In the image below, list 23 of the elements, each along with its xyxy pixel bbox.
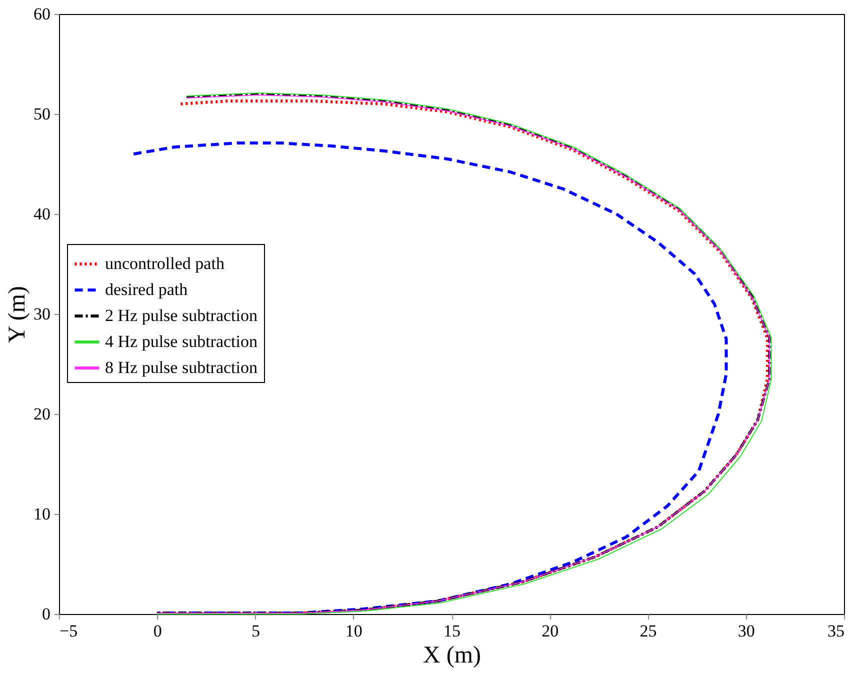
x-tick-label: −5 (60, 622, 78, 640)
legend-label: desired path (105, 280, 188, 299)
x-tick-label: 15 (444, 622, 460, 640)
y-tick-label: 10 (34, 504, 50, 524)
x-tick-label: 10 (345, 622, 362, 640)
x-tick-label: 5 (252, 622, 260, 640)
y-tick-label: 40 (34, 204, 50, 224)
y-tick-label: 0 (42, 604, 50, 624)
y-tick-label: 50 (34, 104, 50, 124)
y-axis-title: Y (m) (4, 286, 30, 344)
legend-label: uncontrolled path (105, 254, 225, 273)
x-tick-label: 35 (828, 622, 844, 640)
x-axis-title: X (m) (423, 642, 481, 668)
y-tick-label: 60 (34, 4, 50, 24)
legend-label: 4 Hz pulse subtraction (105, 332, 258, 351)
y-tick-label: 30 (34, 304, 50, 324)
x-tick-label: 25 (640, 622, 657, 640)
x-tick-label: 20 (542, 622, 559, 640)
legend-label: 2 Hz pulse subtraction (105, 306, 258, 325)
x-tick-label: 30 (738, 622, 755, 640)
y-tick-label: 20 (34, 404, 50, 424)
x-tick-label: 0 (153, 622, 162, 640)
legend-label: 8 Hz pulse subtraction (105, 358, 258, 377)
